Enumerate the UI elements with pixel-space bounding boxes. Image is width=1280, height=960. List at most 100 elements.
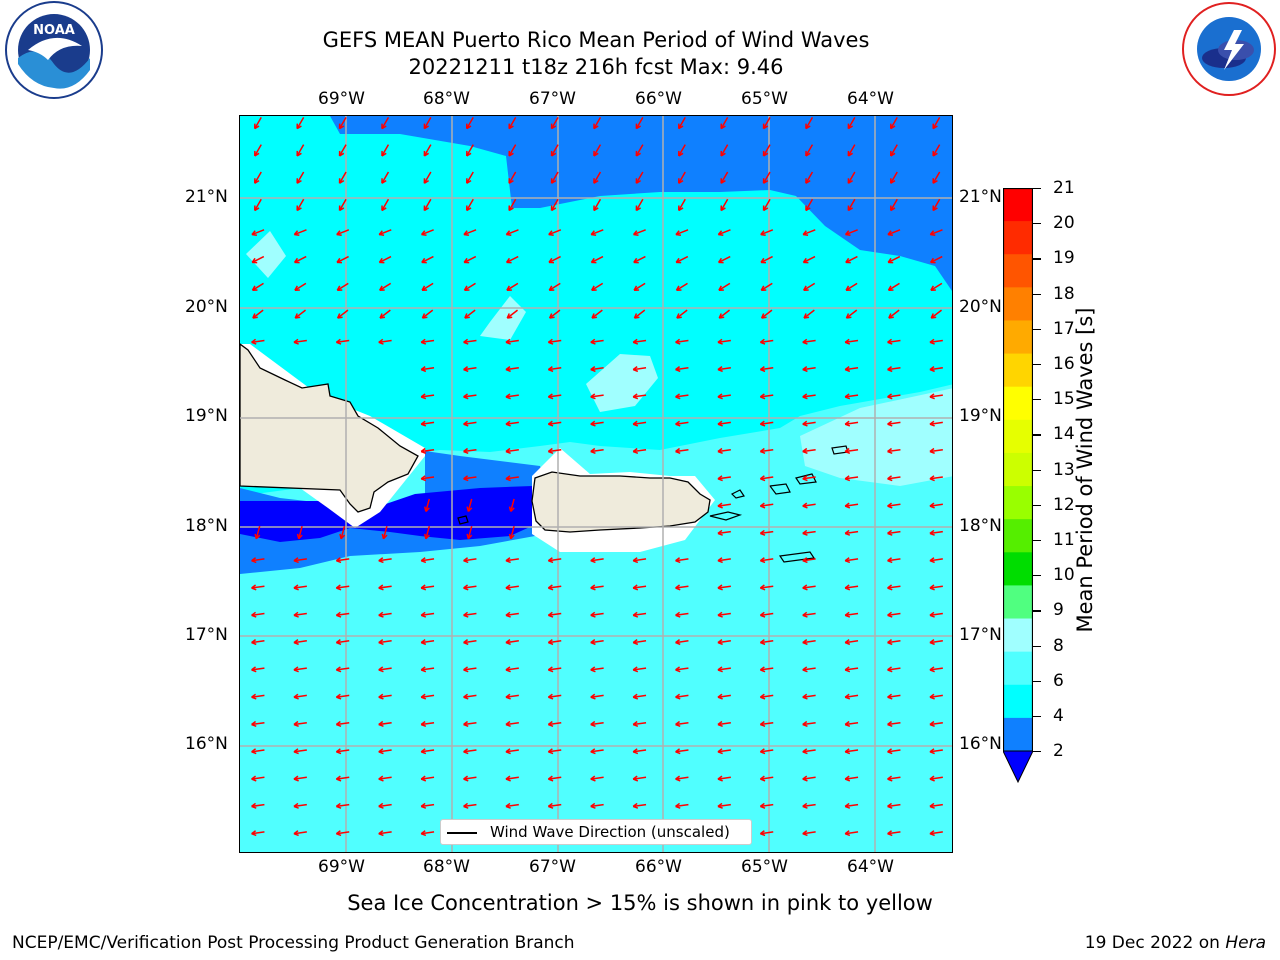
wind-wave-arrow xyxy=(717,720,731,727)
wind-wave-arrow xyxy=(929,229,943,236)
wind-wave-arrow xyxy=(632,338,647,345)
wind-wave-arrow xyxy=(547,666,562,673)
wind-wave-arrow xyxy=(929,584,943,591)
wind-wave-arrow xyxy=(930,309,943,319)
wind-wave-arrow xyxy=(378,748,392,755)
wind-wave-arrow xyxy=(635,116,644,130)
wind-wave-arrow xyxy=(890,198,898,212)
wind-wave-arrow xyxy=(590,802,604,809)
lat-label-right-19: 19°N xyxy=(959,406,1002,426)
wind-wave-arrow xyxy=(805,198,814,212)
colorbar-tick-label: 18 xyxy=(1053,283,1075,304)
wind-wave-arrow xyxy=(463,720,477,727)
wind-wave-arrow xyxy=(803,282,816,292)
wind-wave-arrow xyxy=(379,282,392,292)
wind-wave-arrow xyxy=(463,447,477,454)
wind-wave-arrow xyxy=(678,116,686,130)
wind-wave-arrow xyxy=(420,557,435,564)
wind-wave-arrow xyxy=(717,639,731,646)
wind-wave-arrow xyxy=(717,229,731,236)
wind-wave-arrow xyxy=(508,526,515,540)
colorbar-segment xyxy=(1003,254,1033,288)
wind-wave-arrow xyxy=(717,666,731,673)
wind-wave-arrow xyxy=(717,502,731,509)
wind-wave-arrow xyxy=(887,282,900,292)
wind-wave-arrow xyxy=(296,526,303,540)
wind-wave-arrow xyxy=(932,198,941,212)
lat-label-left-17: 17°N xyxy=(185,625,228,645)
wind-wave-arrow xyxy=(378,775,392,782)
wind-wave-arrow xyxy=(929,502,943,509)
wind-wave-arrow xyxy=(675,366,689,373)
wind-wave-arrow xyxy=(929,720,943,727)
wind-wave-arrow xyxy=(254,526,261,540)
wind-wave-arrow xyxy=(888,309,900,319)
wind-wave-arrow xyxy=(547,447,562,454)
wind-wave-arrow xyxy=(466,171,474,184)
colorbar-tick-label: 15 xyxy=(1053,389,1075,410)
wind-wave-arrow xyxy=(759,639,774,646)
wind-wave-arrow xyxy=(378,666,392,673)
wind-wave-arrow xyxy=(803,309,815,319)
wind-wave-arrow xyxy=(890,116,898,130)
wind-wave-arrow xyxy=(590,611,604,618)
wind-wave-arrow xyxy=(547,775,562,782)
legend-line-sample xyxy=(447,832,477,834)
wind-wave-arrow xyxy=(590,720,604,727)
wind-wave-arrow xyxy=(547,748,562,755)
wind-wave-arrow xyxy=(759,611,774,618)
wind-wave-arrow xyxy=(251,557,265,564)
wind-wave-arrow xyxy=(421,309,434,319)
lon-label-top-69: 69°W xyxy=(318,89,365,109)
colorbar-tick-mark xyxy=(1033,364,1041,366)
wind-wave-arrow xyxy=(887,666,901,673)
colorbar-tick-label: 10 xyxy=(1053,565,1075,586)
colorbar-tick-mark xyxy=(1033,258,1041,260)
wind-wave-arrow xyxy=(760,309,773,319)
wind-wave-arrow xyxy=(335,557,350,564)
wind-wave-arrow xyxy=(593,171,602,184)
wind-wave-arrow xyxy=(887,338,901,345)
wind-wave-arrow xyxy=(293,557,307,564)
wind-wave-arrow xyxy=(336,309,349,319)
wind-wave-arrow xyxy=(930,282,943,292)
colorbar-label: Mean Period of Wind Waves [s] xyxy=(1073,307,1097,633)
wind-wave-arrow xyxy=(590,393,604,400)
wind-wave-arrow xyxy=(844,584,859,591)
wind-wave-arrow xyxy=(381,526,388,540)
colorbar-tick-label: 8 xyxy=(1053,635,1064,656)
wind-wave-arrow xyxy=(251,775,265,782)
wind-wave-arrow xyxy=(929,611,943,618)
wind-wave-arrow xyxy=(420,775,435,782)
wind-wave-arrow xyxy=(593,144,602,157)
wind-wave-arrow xyxy=(338,144,347,157)
wind-wave-arrow xyxy=(550,198,559,212)
colorbar-tick-mark xyxy=(1033,680,1041,683)
wind-wave-arrow xyxy=(760,282,773,292)
wind-wave-arrow xyxy=(381,116,390,130)
colorbar-segment xyxy=(1003,221,1033,255)
wind-wave-arrow xyxy=(547,420,562,427)
colorbar-tick-mark xyxy=(1033,540,1041,542)
wind-wave-arrow xyxy=(293,720,307,727)
wind-wave-arrow xyxy=(505,584,519,591)
wind-wave-arrow xyxy=(505,720,519,727)
wind-wave-arrow xyxy=(802,502,816,509)
colorbar-segment xyxy=(1003,651,1033,686)
lat-label-left-21: 21°N xyxy=(185,187,228,207)
wind-wave-arrow xyxy=(632,584,647,591)
wind-wave-arrow xyxy=(678,171,686,184)
wind-wave-arrow xyxy=(759,420,774,427)
colorbar-segment xyxy=(1003,353,1033,388)
wind-wave-arrow xyxy=(717,611,731,618)
wind-wave-arrow xyxy=(717,693,731,700)
wind-wave-arrow xyxy=(932,171,941,184)
wind-wave-arrow xyxy=(463,475,477,482)
wind-wave-arrow xyxy=(505,475,519,482)
wind-wave-arrow xyxy=(632,447,647,454)
wind-wave-arrow xyxy=(632,557,647,564)
wind-wave-arrow xyxy=(802,475,816,482)
wind-wave-arrow xyxy=(296,198,305,212)
wind-wave-arrow xyxy=(505,420,519,427)
wind-wave-arrow xyxy=(590,693,604,700)
